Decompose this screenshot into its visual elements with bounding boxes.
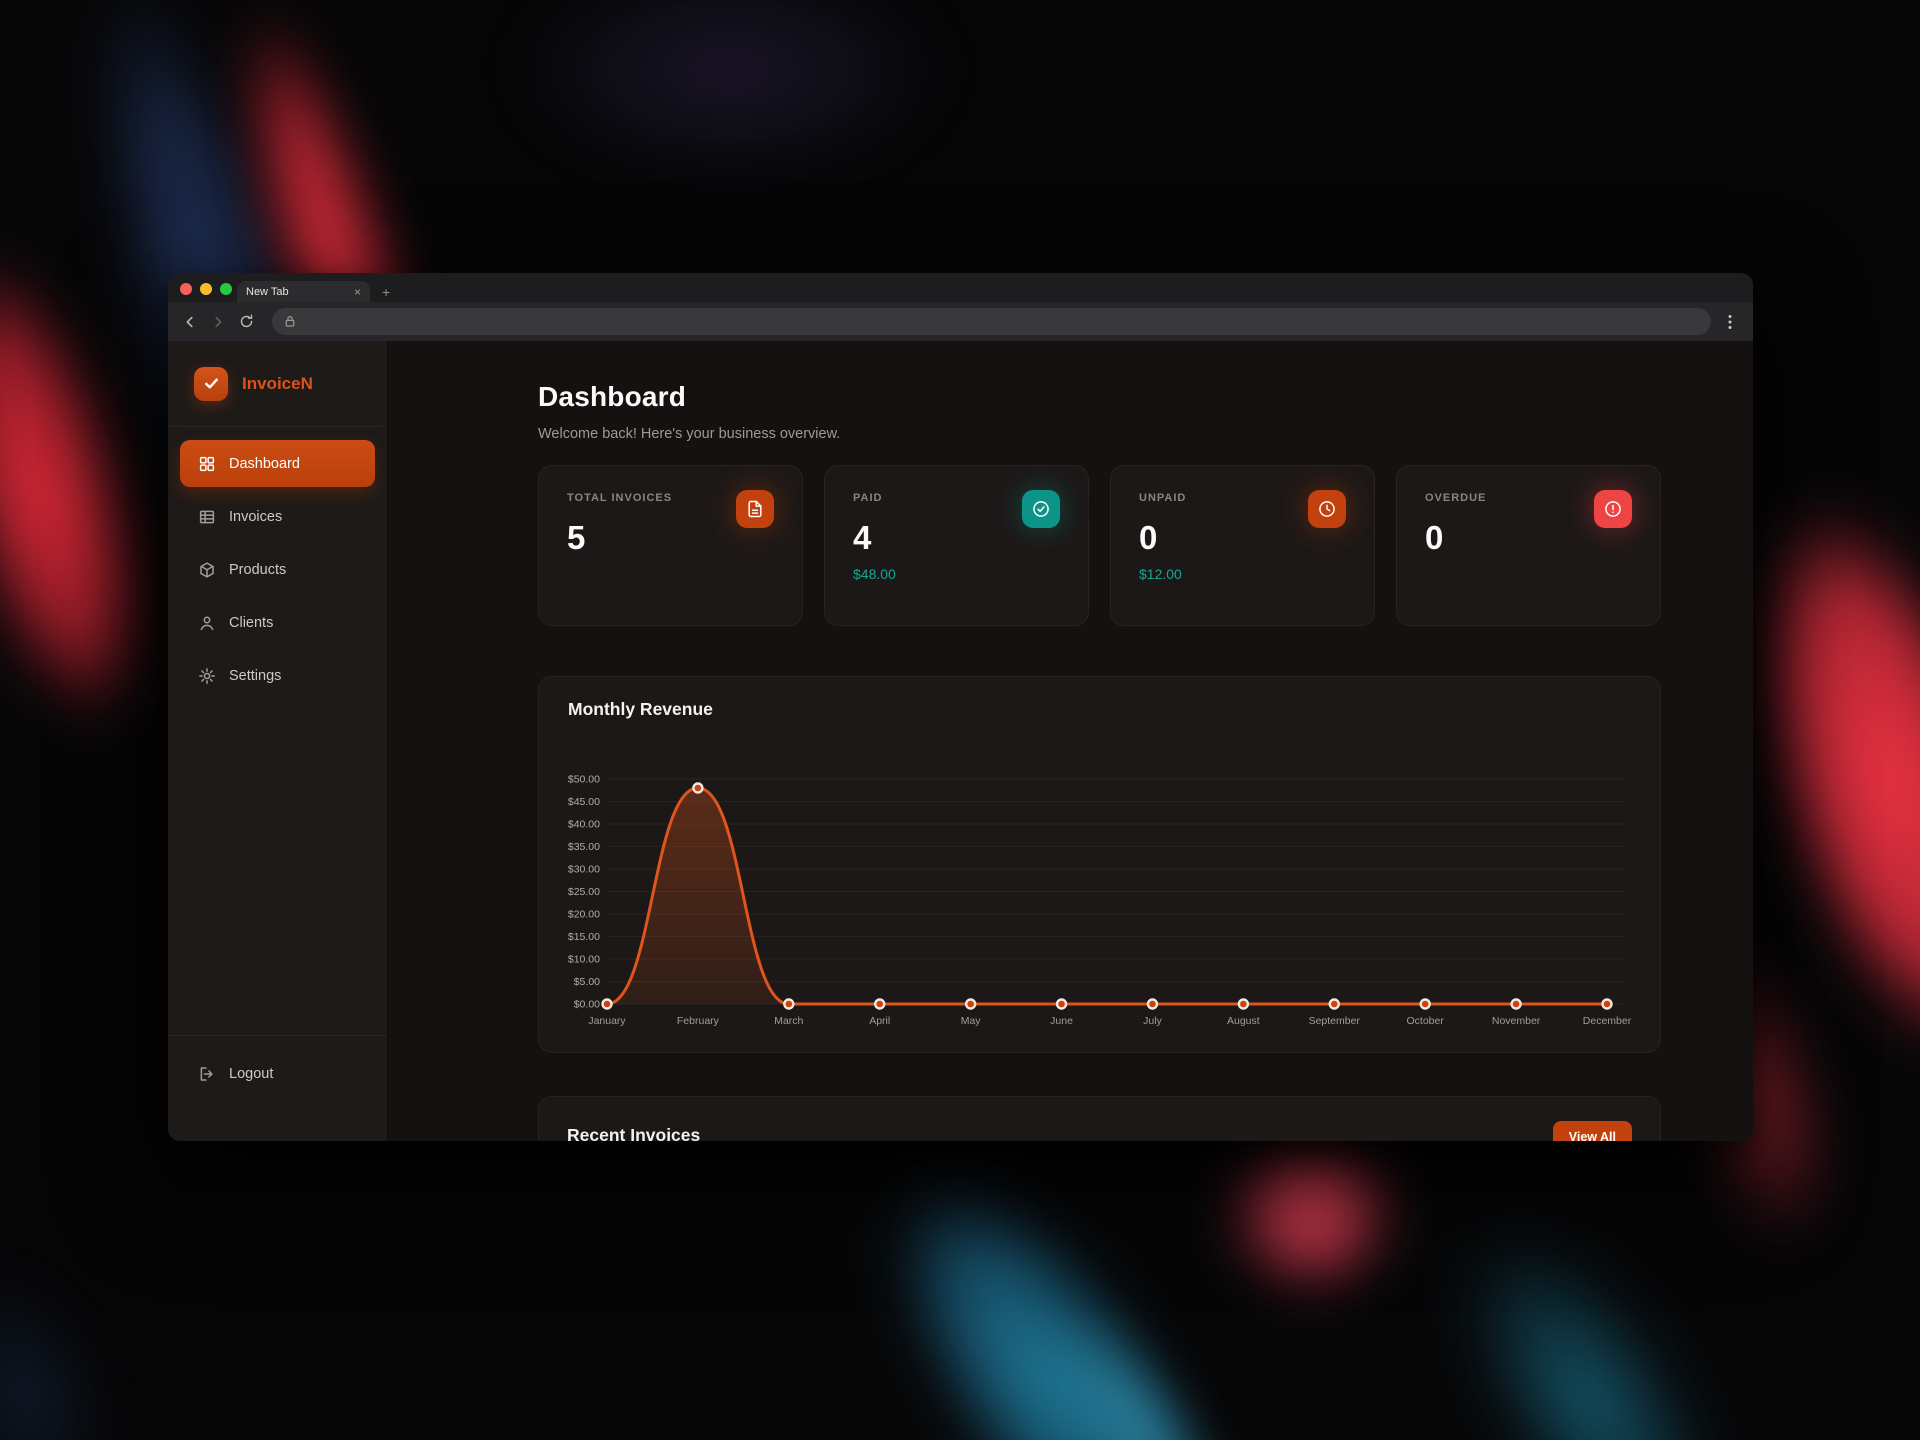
browser-tab[interactable]: New Tab × xyxy=(237,281,370,302)
sidebar-item-label: Invoices xyxy=(229,508,283,525)
wallpaper-beam xyxy=(0,1207,171,1440)
products-package-icon xyxy=(198,561,216,579)
svg-text:July: July xyxy=(1143,1015,1162,1027)
tab-close-icon[interactable]: × xyxy=(353,284,361,299)
svg-text:$15.00: $15.00 xyxy=(568,931,600,943)
sidebar-item-settings[interactable]: Settings xyxy=(180,652,375,699)
svg-text:$30.00: $30.00 xyxy=(568,864,600,876)
svg-text:April: April xyxy=(869,1015,890,1027)
forward-icon[interactable] xyxy=(206,310,230,334)
recent-invoices-card: Recent Invoices View All xyxy=(538,1096,1661,1141)
svg-text:May: May xyxy=(961,1015,982,1027)
svg-text:January: January xyxy=(588,1015,626,1027)
stat-card-paid: PAID 4 $48.00 xyxy=(824,465,1089,626)
svg-text:$5.00: $5.00 xyxy=(574,976,600,988)
tab-title: New Tab xyxy=(246,285,289,298)
svg-text:March: March xyxy=(774,1015,803,1027)
stat-label: TOTAL INVOICES xyxy=(567,492,673,504)
window-controls xyxy=(180,283,232,295)
svg-text:$10.00: $10.00 xyxy=(568,954,600,966)
sidebar-item-clients[interactable]: Clients xyxy=(180,599,375,646)
sidebar-footer: Logout xyxy=(168,1035,387,1141)
svg-text:$50.00: $50.00 xyxy=(568,774,600,786)
minimize-window-button[interactable] xyxy=(200,283,212,295)
stat-cards-row: TOTAL INVOICES 5 PAID 4 $48.00 xyxy=(538,465,1753,626)
chart-title: Monthly Revenue xyxy=(568,699,713,719)
stat-value: 4 xyxy=(853,519,872,556)
browser-window: New Tab × + xyxy=(168,273,1753,1141)
svg-text:February: February xyxy=(677,1015,720,1027)
stat-value: 0 xyxy=(1425,519,1444,556)
sidebar-item-label: Dashboard xyxy=(229,455,300,472)
app-logo: InvoiceN xyxy=(168,341,387,427)
stat-card-overdue: OVERDUE 0 xyxy=(1396,465,1661,626)
view-all-button[interactable]: View All xyxy=(1552,1121,1632,1141)
browser-titlebar: New Tab × + xyxy=(168,273,1753,302)
logo-check-icon xyxy=(194,366,228,401)
svg-text:June: June xyxy=(1050,1015,1073,1027)
alert-circle-icon xyxy=(1594,490,1632,528)
sidebar: InvoiceN Dashboard Invoices xyxy=(168,341,388,1141)
settings-gear-icon xyxy=(198,667,216,685)
stat-sub-value: $12.00 xyxy=(1139,566,1182,582)
clients-person-icon xyxy=(198,614,216,632)
svg-text:$0.00: $0.00 xyxy=(574,999,600,1011)
sidebar-item-label: Clients xyxy=(229,614,274,631)
svg-text:November: November xyxy=(1492,1015,1541,1027)
invoices-table-icon xyxy=(198,508,216,526)
back-icon[interactable] xyxy=(178,310,202,334)
sidebar-item-invoices[interactable]: Invoices xyxy=(180,493,375,540)
sidebar-nav: Dashboard Invoices Products xyxy=(168,427,387,705)
main-content: Dashboard Welcome back! Here's your busi… xyxy=(388,341,1753,1141)
stat-sub-value: $48.00 xyxy=(853,566,896,582)
logout-label: Logout xyxy=(229,1065,274,1082)
stat-card-total-invoices: TOTAL INVOICES 5 xyxy=(538,465,803,626)
zoom-window-button[interactable] xyxy=(220,283,232,295)
monthly-revenue-chart-card: Monthly Revenue $0.00 $5.00 $10.00 $15.00 $2… xyxy=(538,676,1661,1053)
reload-icon[interactable] xyxy=(234,310,258,334)
svg-text:$20.00: $20.00 xyxy=(568,909,600,921)
stat-value: 0 xyxy=(1139,519,1158,556)
stat-label: PAID xyxy=(853,492,883,504)
svg-text:$35.00: $35.00 xyxy=(568,841,600,853)
wallpaper-purple-haze xyxy=(420,0,1040,220)
close-window-button[interactable] xyxy=(180,283,192,295)
page-subtitle: Welcome back! Here's your business overv… xyxy=(538,426,841,442)
app-body: InvoiceN Dashboard Invoices xyxy=(168,341,1753,1141)
stat-value: 5 xyxy=(567,519,586,556)
clock-icon xyxy=(1308,490,1346,528)
sidebar-item-dashboard[interactable]: Dashboard xyxy=(180,440,375,487)
dashboard-grid-icon xyxy=(198,455,216,473)
logout-icon xyxy=(198,1065,216,1083)
stat-label: UNPAID xyxy=(1139,492,1187,504)
svg-text:$45.00: $45.00 xyxy=(568,796,600,808)
sidebar-item-products[interactable]: Products xyxy=(180,546,375,593)
check-circle-icon xyxy=(1022,490,1060,528)
svg-text:September: September xyxy=(1309,1015,1361,1027)
svg-text:$40.00: $40.00 xyxy=(568,819,600,831)
svg-text:December: December xyxy=(1583,1015,1632,1027)
svg-text:August: August xyxy=(1227,1015,1260,1027)
page-title: Dashboard xyxy=(538,381,687,412)
browser-menu-icon[interactable] xyxy=(1721,314,1739,330)
invoice-document-icon xyxy=(736,490,774,528)
svg-text:October: October xyxy=(1407,1015,1445,1027)
svg-text:$25.00: $25.00 xyxy=(568,886,600,898)
logout-button[interactable]: Logout xyxy=(180,1050,375,1097)
new-tab-button[interactable]: + xyxy=(382,284,391,300)
sidebar-item-label: Products xyxy=(229,561,287,578)
sidebar-item-label: Settings xyxy=(229,667,282,684)
stat-label: OVERDUE xyxy=(1425,492,1487,504)
logo-text: InvoiceN xyxy=(242,373,313,393)
lock-icon xyxy=(284,315,296,328)
address-bar[interactable] xyxy=(272,308,1711,335)
recent-invoices-title: Recent Invoices xyxy=(567,1125,701,1141)
stat-card-unpaid: UNPAID 0 $12.00 xyxy=(1110,465,1375,626)
browser-toolbar xyxy=(168,302,1753,341)
revenue-line-chart: $0.00 $5.00 $10.00 $15.00 $20.00 $25.00 $30.00… xyxy=(568,774,1632,1028)
